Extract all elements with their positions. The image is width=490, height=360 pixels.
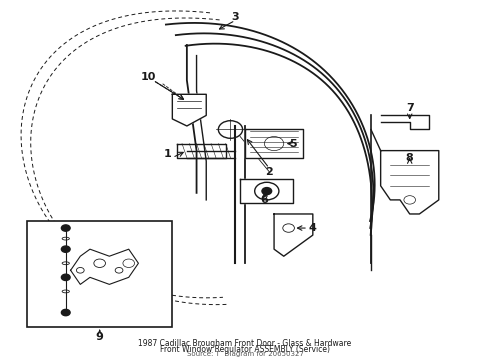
Polygon shape bbox=[240, 179, 294, 203]
Text: 2: 2 bbox=[266, 167, 273, 177]
Circle shape bbox=[61, 225, 70, 231]
Text: 1987 Cadillac Brougham Front Door - Glass & Hardware: 1987 Cadillac Brougham Front Door - Glas… bbox=[138, 339, 352, 348]
Text: 5: 5 bbox=[290, 139, 297, 149]
Text: 3: 3 bbox=[231, 12, 239, 22]
Polygon shape bbox=[381, 150, 439, 214]
Text: 1: 1 bbox=[164, 149, 171, 159]
Circle shape bbox=[61, 274, 70, 280]
Polygon shape bbox=[274, 214, 313, 256]
Circle shape bbox=[61, 246, 70, 252]
Text: Front Window Regulator ASSEMBLY (Service): Front Window Regulator ASSEMBLY (Service… bbox=[160, 345, 330, 354]
Circle shape bbox=[262, 188, 271, 195]
Text: 8: 8 bbox=[406, 153, 414, 163]
Polygon shape bbox=[172, 94, 206, 126]
Text: 9: 9 bbox=[96, 332, 103, 342]
Circle shape bbox=[61, 309, 70, 316]
Bar bbox=[27, 221, 172, 327]
Polygon shape bbox=[71, 249, 138, 284]
Text: 10: 10 bbox=[141, 72, 156, 82]
Text: 6: 6 bbox=[261, 195, 269, 205]
Text: Source: T  Diagram for 20650327: Source: T Diagram for 20650327 bbox=[187, 351, 303, 357]
Polygon shape bbox=[381, 116, 429, 130]
Polygon shape bbox=[245, 130, 303, 158]
Text: 4: 4 bbox=[309, 223, 317, 233]
Text: 7: 7 bbox=[406, 103, 414, 113]
